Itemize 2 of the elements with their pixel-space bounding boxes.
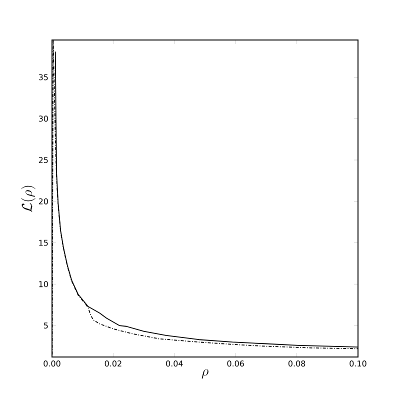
- y-axis-title: $\mathcal{L}(\rho)$: [21, 186, 36, 212]
- x-axis-title: $\rho$: [202, 369, 208, 379]
